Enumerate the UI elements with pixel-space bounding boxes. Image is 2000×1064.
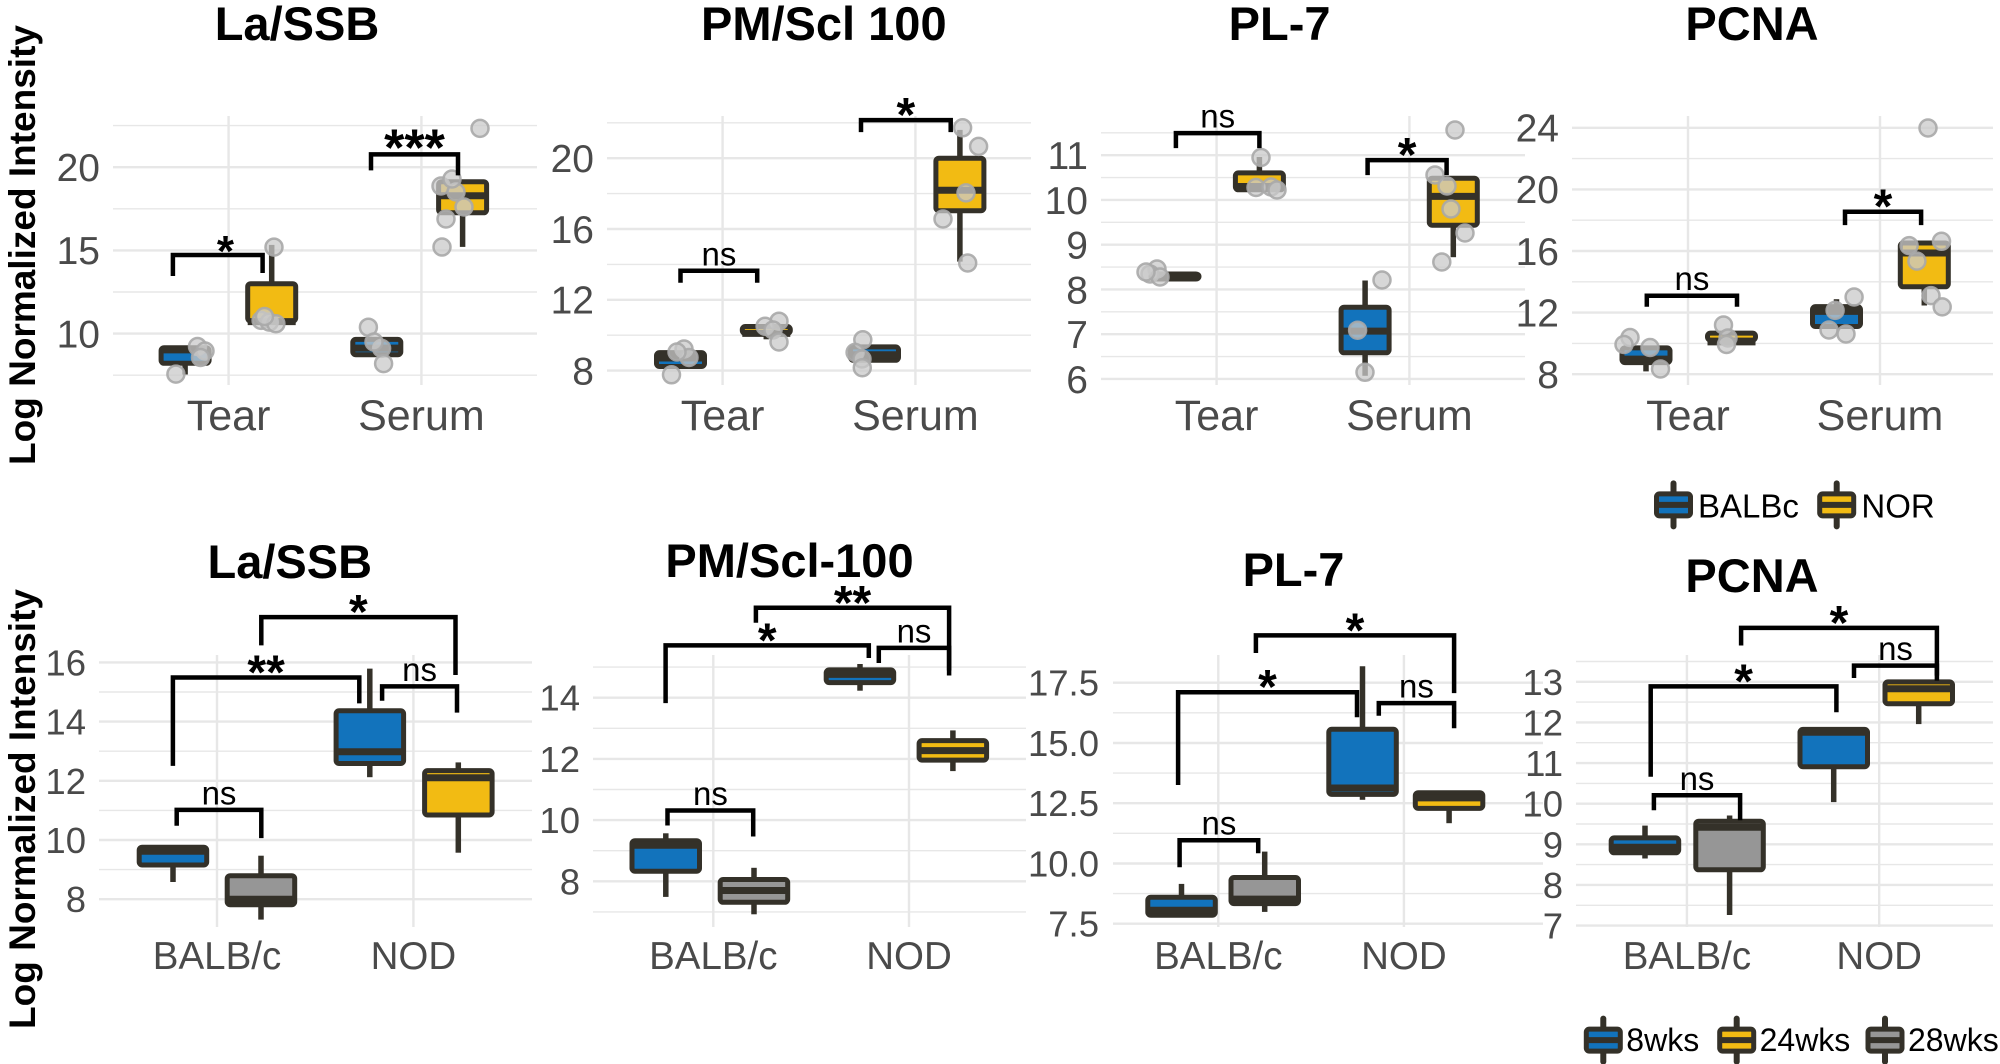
svg-text:*: *: [1258, 661, 1277, 714]
svg-text:Serum: Serum: [1817, 392, 1944, 440]
svg-text:12: 12: [539, 739, 580, 780]
svg-text:NOR: NOR: [1861, 488, 1934, 525]
svg-text:28wks: 28wks: [1908, 1022, 1999, 1058]
svg-text:24: 24: [1516, 108, 1559, 151]
svg-text:NOD: NOD: [1836, 935, 1922, 978]
svg-text:14: 14: [45, 702, 86, 743]
svg-text:*: *: [758, 614, 777, 667]
svg-text:6: 6: [1066, 359, 1088, 402]
svg-text:10: 10: [45, 820, 86, 861]
svg-text:ns: ns: [897, 612, 932, 649]
svg-text:7: 7: [1543, 906, 1563, 947]
svg-text:*: *: [897, 89, 916, 142]
svg-text:PCNA: PCNA: [1685, 549, 1818, 602]
svg-text:ns: ns: [1878, 630, 1913, 667]
svg-text:10.0: 10.0: [1028, 843, 1099, 884]
svg-text:8: 8: [1537, 354, 1559, 397]
svg-text:ns: ns: [1200, 98, 1235, 135]
svg-text:8: 8: [1543, 865, 1563, 906]
svg-text:*: *: [1398, 129, 1417, 182]
svg-text:8: 8: [1066, 269, 1088, 312]
svg-text:Serum: Serum: [1346, 392, 1473, 440]
svg-text:8: 8: [572, 350, 594, 393]
svg-text:PM/Scl-100: PM/Scl-100: [665, 534, 913, 587]
svg-text:**: **: [247, 647, 285, 700]
svg-text:BALB/c: BALB/c: [1154, 935, 1282, 978]
svg-text:*: *: [217, 227, 235, 276]
svg-text:Tear: Tear: [1646, 392, 1730, 440]
svg-text:16: 16: [1516, 231, 1559, 274]
svg-text:12.5: 12.5: [1028, 783, 1099, 824]
svg-text:9: 9: [1066, 225, 1088, 268]
svg-text:20: 20: [57, 147, 100, 190]
svg-text:11: 11: [1048, 135, 1089, 178]
svg-text:Tear: Tear: [1175, 392, 1259, 440]
svg-text:Serum: Serum: [358, 392, 485, 440]
svg-text:**: **: [834, 577, 872, 630]
svg-text:15.0: 15.0: [1028, 723, 1099, 764]
svg-text:10: 10: [539, 800, 580, 841]
svg-text:BALBc: BALBc: [1698, 488, 1799, 525]
svg-text:*: *: [1734, 655, 1753, 708]
svg-text:12: 12: [1522, 702, 1563, 743]
svg-text:NOD: NOD: [866, 935, 952, 978]
svg-text:Log Normalized Intensity: Log Normalized Intensity: [2, 589, 43, 1029]
svg-text:*: *: [1874, 181, 1893, 234]
svg-text:Tear: Tear: [187, 392, 271, 440]
svg-text:10: 10: [1522, 784, 1563, 825]
svg-text:ns: ns: [1201, 805, 1236, 842]
svg-text:20: 20: [551, 138, 594, 181]
svg-text:*: *: [1830, 597, 1849, 650]
svg-text:NOD: NOD: [1361, 935, 1447, 978]
svg-text:Log Normalized Intensity: Log Normalized Intensity: [2, 25, 43, 465]
svg-text:8wks: 8wks: [1626, 1022, 1699, 1058]
svg-text:BALB/c: BALB/c: [153, 935, 281, 978]
svg-text:PL-7: PL-7: [1229, 0, 1331, 50]
svg-text:BALB/c: BALB/c: [1623, 935, 1751, 978]
svg-text:Serum: Serum: [852, 392, 979, 440]
svg-text:20: 20: [1516, 169, 1559, 212]
svg-text:*: *: [349, 586, 368, 639]
svg-text:ns: ns: [402, 651, 437, 688]
svg-text:ns: ns: [693, 775, 728, 812]
svg-text:9: 9: [1543, 824, 1563, 865]
svg-text:16: 16: [45, 642, 86, 683]
svg-text:14: 14: [539, 678, 580, 719]
svg-text:12: 12: [1516, 292, 1559, 335]
svg-text:7: 7: [1066, 314, 1088, 357]
svg-text:PCNA: PCNA: [1685, 0, 1818, 50]
svg-text:Tear: Tear: [681, 392, 765, 440]
svg-text:ns: ns: [202, 774, 237, 811]
svg-text:8: 8: [66, 879, 86, 920]
svg-text:La/SSB: La/SSB: [208, 535, 373, 588]
svg-text:16: 16: [551, 209, 594, 252]
svg-text:***: ***: [384, 119, 445, 177]
svg-text:PM/Scl 100: PM/Scl 100: [701, 0, 947, 50]
svg-text:ns: ns: [701, 235, 736, 272]
svg-text:12: 12: [45, 761, 86, 802]
svg-text:BALB/c: BALB/c: [649, 935, 777, 978]
svg-text:ns: ns: [1680, 760, 1715, 797]
svg-text:11: 11: [1525, 743, 1563, 784]
svg-text:La/SSB: La/SSB: [215, 0, 380, 50]
svg-text:8: 8: [560, 861, 580, 902]
svg-text:7.5: 7.5: [1048, 904, 1099, 945]
svg-text:12: 12: [551, 280, 594, 323]
svg-text:PL-7: PL-7: [1243, 543, 1345, 596]
svg-text:10: 10: [57, 313, 100, 356]
svg-text:24wks: 24wks: [1760, 1022, 1851, 1058]
svg-text:10: 10: [1045, 180, 1088, 223]
svg-text:NOD: NOD: [371, 935, 457, 978]
svg-text:13: 13: [1522, 662, 1563, 703]
svg-text:17.5: 17.5: [1028, 663, 1099, 704]
svg-text:ns: ns: [1399, 668, 1434, 705]
svg-text:ns: ns: [1674, 260, 1709, 297]
svg-text:*: *: [1346, 604, 1365, 657]
svg-text:15: 15: [57, 230, 100, 273]
